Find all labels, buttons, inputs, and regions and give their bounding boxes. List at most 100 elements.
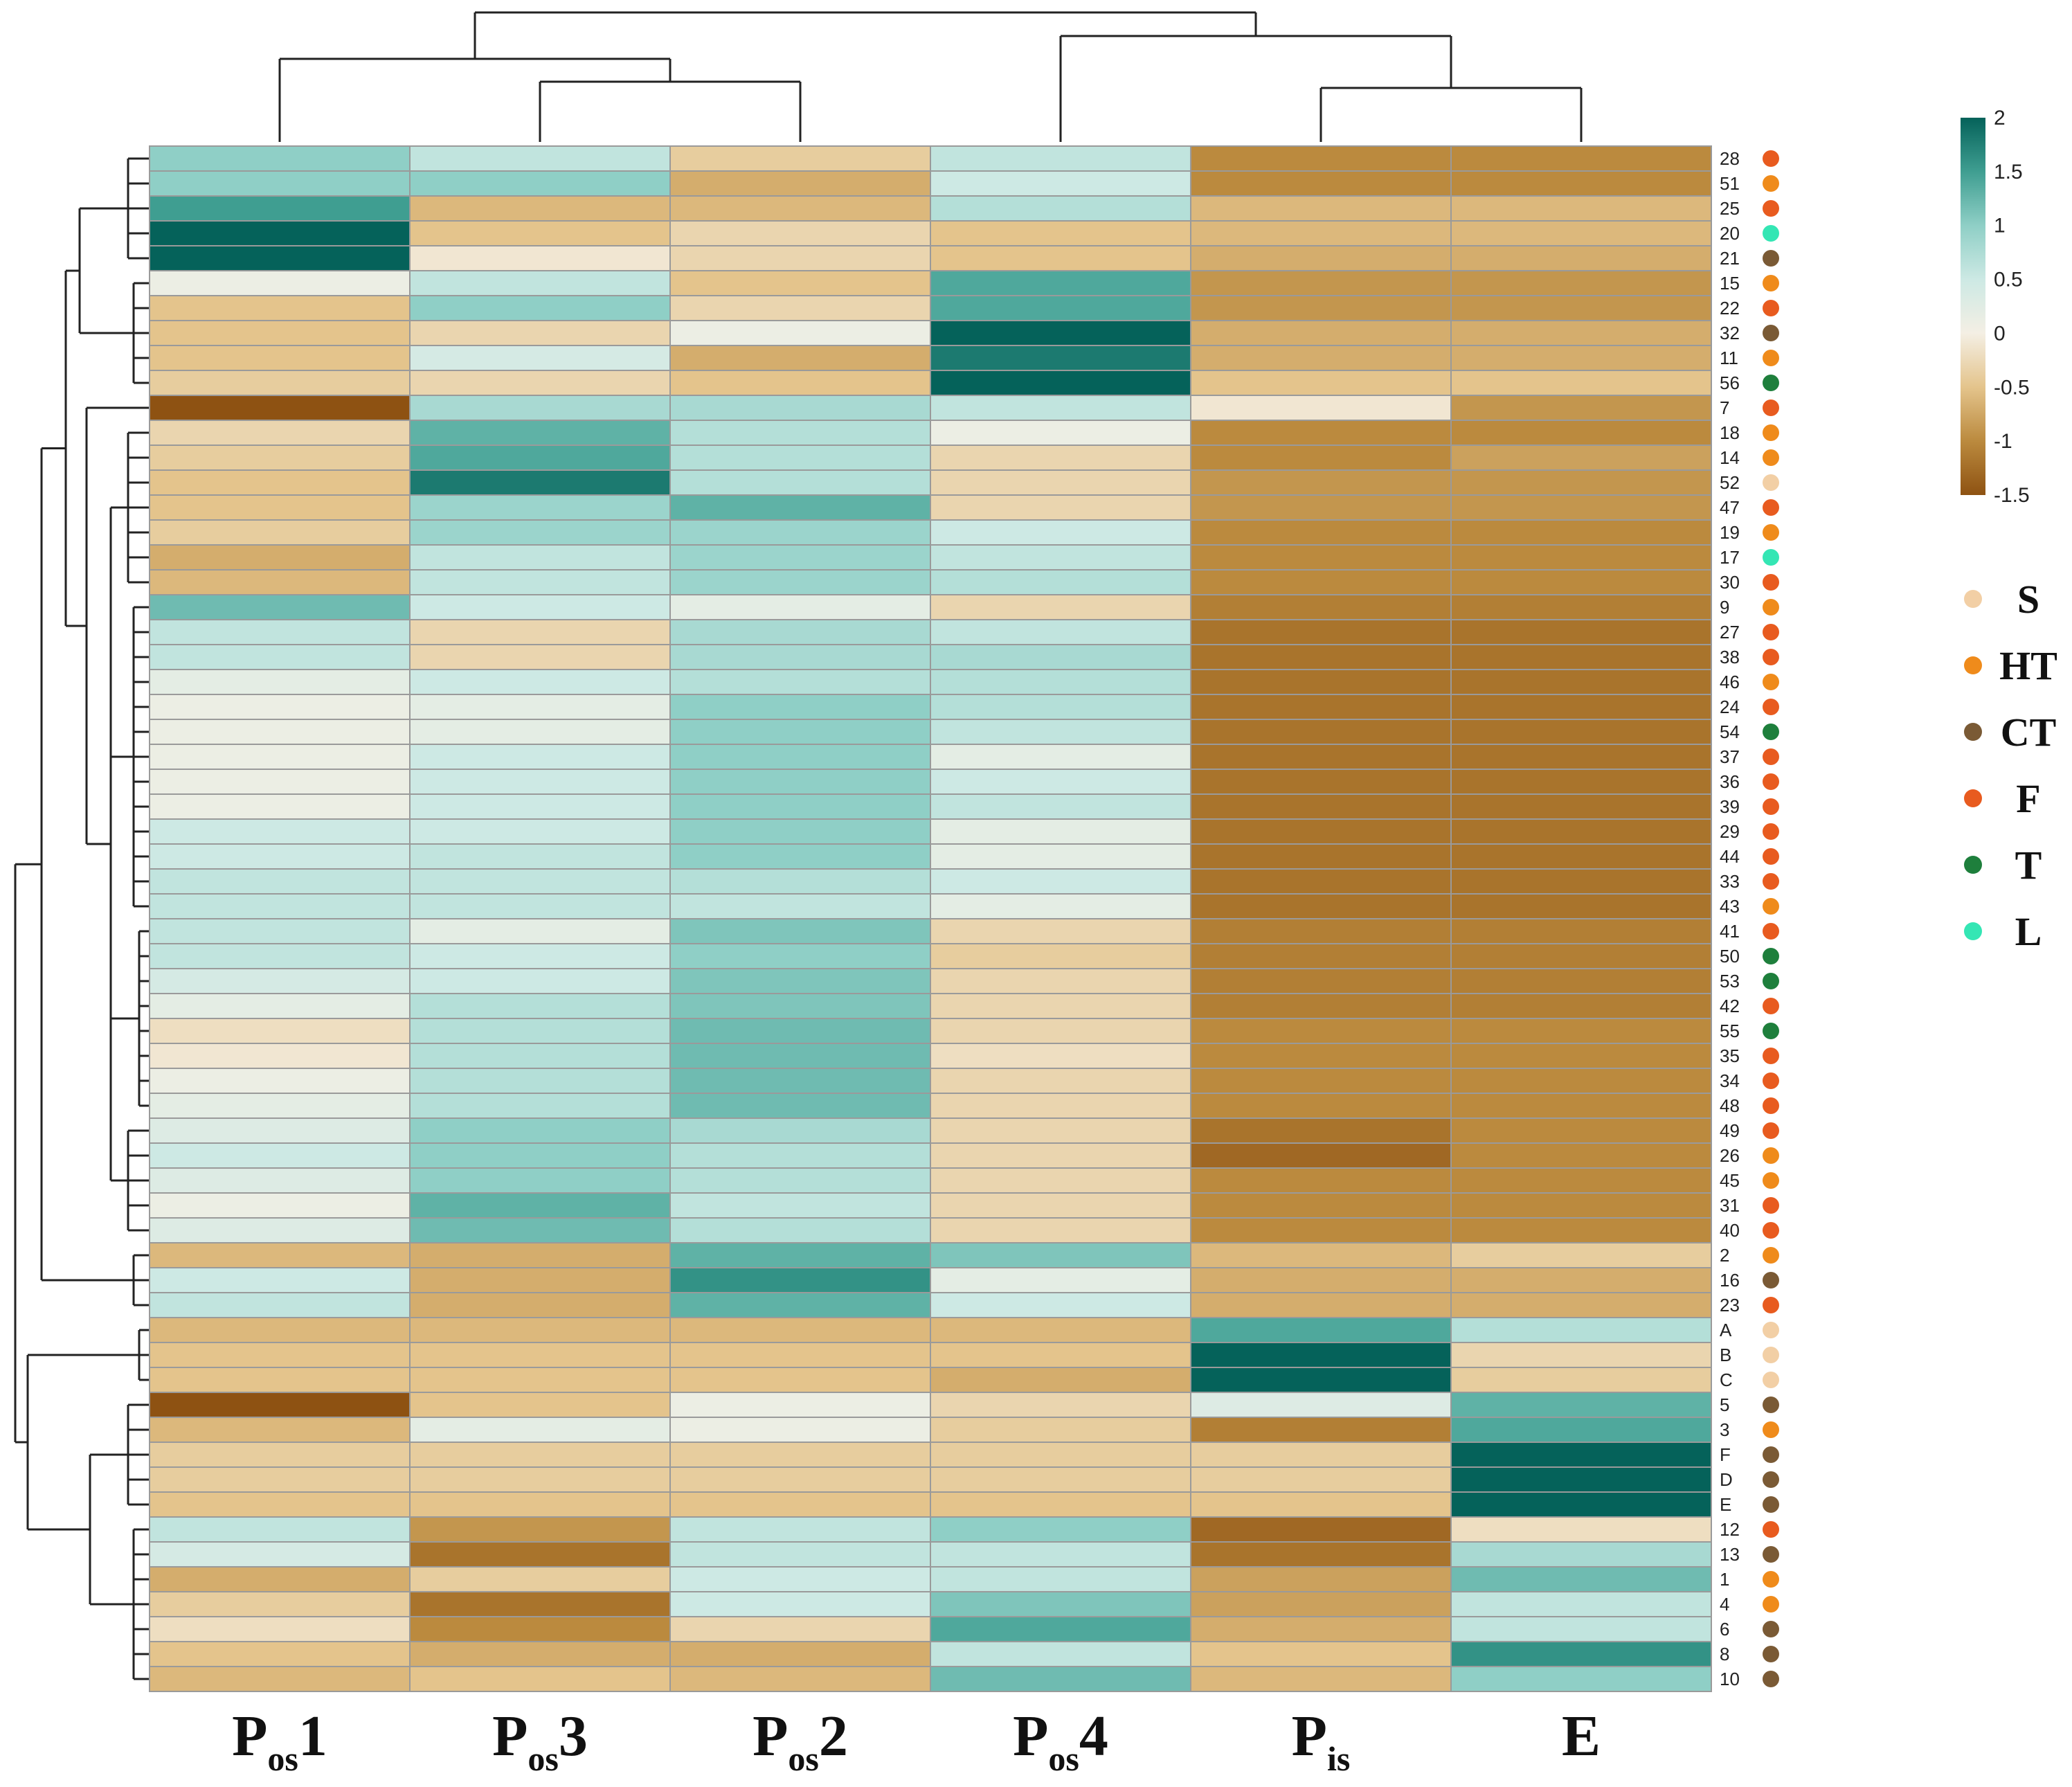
heatmap-cell bbox=[149, 669, 411, 695]
heatmap-cell bbox=[1190, 594, 1452, 620]
heatmap-cell bbox=[1450, 1342, 1712, 1368]
heatmap-cell bbox=[1190, 818, 1452, 845]
heatmap-cell bbox=[409, 370, 671, 396]
heatmap-cell bbox=[930, 494, 1191, 521]
heatmap-cell bbox=[1450, 793, 1712, 820]
heatmap-cell bbox=[669, 245, 931, 271]
row-label: 28 bbox=[1720, 148, 1740, 169]
row-label: 11 bbox=[1720, 348, 1738, 368]
heatmap-cell bbox=[1190, 1491, 1452, 1518]
row-group-dot-f bbox=[1763, 574, 1779, 591]
row-label: 6 bbox=[1720, 1619, 1729, 1640]
heatmap-cell bbox=[669, 1516, 931, 1543]
row-label: 39 bbox=[1720, 796, 1740, 817]
heatmap-cell bbox=[149, 769, 411, 795]
row-group-dot-f bbox=[1763, 200, 1779, 217]
heatmap-cell bbox=[409, 1367, 671, 1393]
heatmap-cell bbox=[1450, 1267, 1712, 1293]
heatmap-cell bbox=[930, 569, 1191, 595]
heatmap-cell bbox=[409, 1516, 671, 1543]
heatmap-cell bbox=[409, 843, 671, 870]
heatmap-cell bbox=[1190, 744, 1452, 770]
heatmap-cell bbox=[409, 494, 671, 521]
heatmap-cell bbox=[409, 719, 671, 745]
heatmap-cell bbox=[409, 1043, 671, 1069]
row-group-dot-ht bbox=[1763, 175, 1779, 192]
heatmap-cell bbox=[149, 170, 411, 197]
row-label: 36 bbox=[1720, 771, 1740, 792]
legend-dot-s bbox=[1964, 590, 1982, 608]
heatmap-cell bbox=[1190, 1217, 1452, 1243]
heatmap-cell bbox=[409, 1417, 671, 1443]
row-group-dot-ht bbox=[1763, 1147, 1779, 1164]
heatmap-cell bbox=[930, 1018, 1191, 1044]
heatmap-cell bbox=[1450, 245, 1712, 271]
heatmap-cell bbox=[1450, 1417, 1712, 1443]
heatmap-cell bbox=[669, 1342, 931, 1368]
heatmap-cell bbox=[669, 644, 931, 670]
heatmap-cell bbox=[1450, 1217, 1712, 1243]
heatmap-cell bbox=[1190, 220, 1452, 246]
heatmap-cell bbox=[669, 993, 931, 1019]
row-group-dot-f bbox=[1763, 798, 1779, 815]
row-group-dot-f bbox=[1763, 998, 1779, 1014]
heatmap-cell bbox=[149, 1417, 411, 1443]
heatmap-cell bbox=[669, 1442, 931, 1468]
heatmap-cell bbox=[1190, 769, 1452, 795]
heatmap-cell bbox=[669, 1217, 931, 1243]
heatmap-cell bbox=[409, 1242, 671, 1268]
heatmap-cell bbox=[149, 1442, 411, 1468]
heatmap-cell bbox=[149, 469, 411, 496]
heatmap-cell bbox=[930, 1267, 1191, 1293]
row-label: 7 bbox=[1720, 397, 1729, 418]
heatmap-cell bbox=[409, 444, 671, 471]
heatmap-cell bbox=[669, 195, 931, 222]
heatmap-cell bbox=[1450, 370, 1712, 396]
heatmap-cell bbox=[1450, 843, 1712, 870]
row-label: 50 bbox=[1720, 946, 1740, 967]
row-label: 12 bbox=[1720, 1519, 1740, 1540]
row-group-dot-f bbox=[1763, 399, 1779, 416]
heatmap-cell bbox=[930, 793, 1191, 820]
heatmap-cell bbox=[669, 1541, 931, 1568]
heatmap-cell bbox=[930, 744, 1191, 770]
heatmap-cell bbox=[409, 644, 671, 670]
heatmap-cell bbox=[669, 719, 931, 745]
heatmap-cell bbox=[149, 320, 411, 346]
row-label: 8 bbox=[1720, 1644, 1729, 1664]
heatmap-cell bbox=[1190, 420, 1452, 446]
heatmap-cell bbox=[149, 1068, 411, 1094]
colorbar-tick: 0 bbox=[1994, 322, 2006, 345]
row-group-dot-ht bbox=[1763, 1247, 1779, 1264]
column-label: Pos3 bbox=[492, 1704, 588, 1778]
heatmap-cell bbox=[1450, 968, 1712, 994]
legend-dot-ht bbox=[1964, 656, 1982, 674]
heatmap-cell bbox=[409, 395, 671, 421]
row-label: F bbox=[1720, 1444, 1731, 1465]
heatmap-cell bbox=[409, 1217, 671, 1243]
heatmap-cell bbox=[930, 1192, 1191, 1219]
heatmap-cell bbox=[1450, 1292, 1712, 1318]
row-group-dot-ht bbox=[1763, 898, 1779, 915]
heatmap-cell bbox=[930, 1292, 1191, 1318]
heatmap-cell bbox=[149, 370, 411, 396]
heatmap-cell bbox=[930, 694, 1191, 720]
row-group-dot-ct bbox=[1763, 1272, 1779, 1288]
row-label: 19 bbox=[1720, 522, 1740, 543]
heatmap-cell bbox=[409, 1616, 671, 1642]
row-group-dot-ht bbox=[1763, 424, 1779, 441]
heatmap-cell bbox=[930, 1616, 1191, 1642]
heatmap-cell bbox=[409, 1491, 671, 1518]
row-group-dot-ht bbox=[1763, 350, 1779, 366]
heatmap-cell bbox=[409, 1442, 671, 1468]
heatmap-cell bbox=[149, 1192, 411, 1219]
heatmap-cell bbox=[930, 669, 1191, 695]
colorbar-tick: 2 bbox=[1994, 107, 2006, 129]
heatmap-cell bbox=[149, 1217, 411, 1243]
heatmap-cell bbox=[149, 918, 411, 944]
row-group-dot-f bbox=[1763, 1122, 1779, 1139]
row-label: 56 bbox=[1720, 372, 1740, 393]
heatmap-cell bbox=[1450, 320, 1712, 346]
heatmap-cell bbox=[149, 968, 411, 994]
heatmap-cell bbox=[1450, 1018, 1712, 1044]
